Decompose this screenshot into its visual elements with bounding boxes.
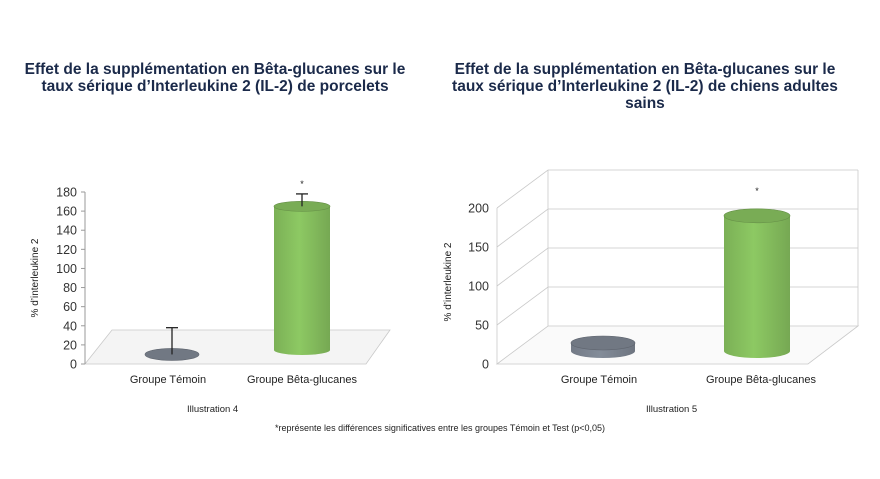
chart-1-ytick-label-7: 140 [56,224,77,238]
bar-2-2-body [724,215,790,358]
chart-2-ytick-label-1: 50 [475,319,489,333]
chart-2-ytick-label-3: 150 [468,241,489,255]
chart-1-title: Effet de la supplémentation en Bêta-gluc… [24,61,406,95]
chart-1-ytick-label-4: 80 [63,281,77,295]
chart-2-caption: Illustration 5 [646,404,698,415]
chart-2-gridline-1 [496,286,858,326]
bar-1-2-body [274,206,330,355]
chart-2-ytick-label-4: 200 [468,202,489,216]
bar-2-2-top [723,208,791,224]
chart-2-category-2: Groupe Bêta-glucanes [706,374,817,386]
chart-2-title: Effet de la supplémentation en Bêta-gluc… [452,61,838,112]
chart-2-ytick-label-0: 0 [482,358,489,372]
chart-1-ytick-label-0: 0 [70,358,77,372]
bar-2-2 [723,208,791,358]
chart-2-floor [495,325,860,365]
significance-footnote: *représente les différences significativ… [275,423,605,433]
chart-2-gridline-2 [496,247,858,287]
chart-2-gridline-3 [496,208,858,248]
chart-1-ytick-label-8: 160 [56,205,77,219]
chart-2-annotation-2: * [755,186,759,196]
chart-2-ylabel: % d’interleukine 2 [443,242,454,321]
chart-2-ytick-label-2: 100 [468,280,489,294]
bar-1-2 [273,201,331,355]
chart-1-category-2: Groupe Bêta-glucanes [247,374,358,386]
bar-2-1-top [570,335,636,351]
chart-1-ytick-label-6: 120 [56,243,77,257]
bar-2-1 [570,335,636,358]
chart-1-floor [84,329,391,365]
chart-1-ytick-label-3: 60 [63,300,77,314]
chart-1-ytick-label-2: 40 [63,319,77,333]
chart-1-category-1: Groupe Témoin [130,374,206,386]
chart-2-gridline-4 [496,169,858,209]
chart-1-ylabel: % d’interleukine 2 [30,238,41,317]
chart-1-annotation-2: * [300,179,304,189]
chart-1-ytick-label-1: 20 [63,338,77,352]
chart-1-ytick-label-9: 180 [56,186,77,200]
chart-1-caption: Illustration 4 [187,404,239,415]
chart-1-ytick-label-5: 100 [56,262,77,276]
chart-2-category-1: Groupe Témoin [561,374,637,386]
